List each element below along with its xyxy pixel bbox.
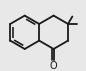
Text: O: O	[50, 61, 57, 71]
